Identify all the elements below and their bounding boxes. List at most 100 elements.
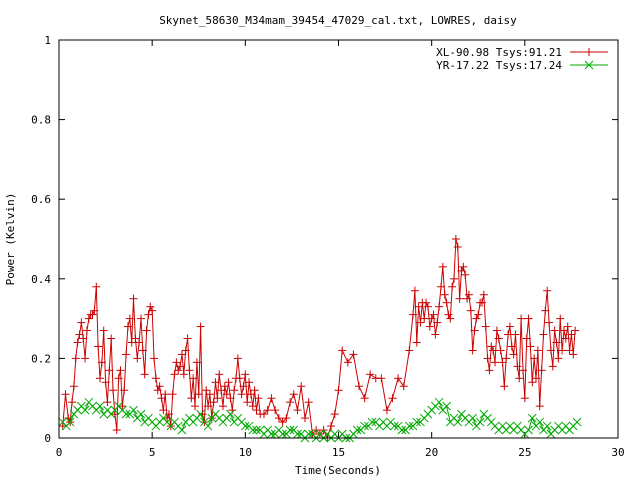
series-1-point bbox=[399, 382, 408, 391]
series-1-point bbox=[455, 294, 464, 303]
series-1-point bbox=[481, 322, 490, 331]
series-1-point bbox=[194, 390, 203, 399]
series-1-point bbox=[116, 366, 125, 375]
y-tick-label: 0.8 bbox=[31, 114, 51, 127]
series-1-point bbox=[176, 362, 185, 371]
series-2-point bbox=[397, 425, 407, 435]
series-1-point bbox=[450, 274, 459, 283]
series-1-point bbox=[185, 366, 194, 375]
series-1-point bbox=[157, 394, 166, 403]
series-1-point bbox=[366, 370, 375, 379]
series-2-point bbox=[524, 425, 533, 435]
series-1-point bbox=[470, 326, 479, 335]
series-2-point bbox=[177, 425, 187, 435]
series-1-point bbox=[487, 342, 496, 351]
series-2-point-d2 bbox=[65, 417, 75, 427]
series-1-point bbox=[58, 422, 67, 431]
series-1-point bbox=[360, 394, 369, 403]
series-2-point bbox=[352, 425, 362, 435]
ticks-layer: 0 5 10 15 20 25 30 0 0.2 0.4 0.6 0.8 1 bbox=[31, 34, 625, 459]
series-2-point-d2 bbox=[367, 417, 377, 427]
series-1-point bbox=[222, 390, 231, 399]
series-1-point bbox=[192, 358, 201, 367]
series-1-point bbox=[101, 378, 110, 387]
series-1-point bbox=[451, 235, 460, 243]
series-1-point bbox=[248, 402, 257, 411]
series-1-point bbox=[213, 394, 222, 403]
series-1-point bbox=[114, 374, 123, 383]
series-2-point bbox=[136, 409, 146, 419]
series-1-point bbox=[153, 386, 162, 395]
series-2-point bbox=[412, 417, 422, 427]
series-1-point bbox=[181, 346, 190, 355]
series-1-point bbox=[571, 326, 580, 335]
series-1-point bbox=[90, 306, 99, 315]
series-1-point bbox=[75, 330, 84, 339]
series-1-point bbox=[500, 382, 509, 391]
y-tick-label: 0.2 bbox=[31, 352, 51, 365]
series-1-point bbox=[409, 310, 418, 319]
series-1-point bbox=[543, 286, 552, 295]
series-1-point bbox=[118, 402, 127, 411]
series-2-point bbox=[121, 409, 131, 419]
series-2-point-d2 bbox=[196, 409, 205, 419]
series-1-point bbox=[535, 402, 544, 411]
series-1-point bbox=[530, 354, 539, 363]
series-1-point bbox=[453, 242, 462, 251]
series-1-point bbox=[474, 310, 483, 319]
x-tick-label: 0 bbox=[56, 446, 63, 459]
series-1-point bbox=[561, 334, 570, 343]
series-2-point-d2 bbox=[524, 425, 533, 435]
series-1-point bbox=[125, 314, 134, 323]
series-1-point bbox=[230, 386, 239, 395]
series-1-point bbox=[435, 302, 444, 311]
series-1-point bbox=[94, 342, 103, 351]
series-1-point bbox=[129, 294, 138, 303]
series-1-point bbox=[442, 298, 451, 307]
series-1-point bbox=[338, 346, 347, 355]
series-1-point bbox=[107, 334, 116, 343]
series-1-point bbox=[177, 350, 186, 359]
series-1-point bbox=[196, 322, 205, 331]
series-1-point bbox=[88, 310, 97, 319]
series-2-point bbox=[367, 417, 377, 427]
series-2-point-d2 bbox=[352, 425, 362, 435]
x-tick-label: 15 bbox=[332, 446, 345, 459]
series-1-point bbox=[289, 390, 298, 399]
series-2-point-d2 bbox=[248, 425, 258, 435]
series-1-point bbox=[416, 318, 425, 327]
series-2-point-d2 bbox=[572, 417, 582, 427]
series-1-point bbox=[250, 386, 259, 395]
series-1-point bbox=[205, 390, 214, 399]
series-2-point-d2 bbox=[535, 417, 545, 427]
series-1-point bbox=[241, 370, 250, 379]
series-2-point-d2 bbox=[468, 413, 478, 423]
legend-label: XL-90.98 Tsys:91.21 bbox=[436, 46, 562, 59]
series-1-point bbox=[138, 346, 147, 355]
series-1-point bbox=[550, 326, 559, 335]
series-1-point bbox=[537, 366, 546, 375]
series-2-point bbox=[80, 405, 90, 415]
x-tick-label: 5 bbox=[149, 446, 156, 459]
series-1-point bbox=[189, 374, 198, 383]
series-2-point bbox=[278, 429, 287, 439]
series-2-point-d2 bbox=[136, 409, 146, 419]
series-1-point bbox=[267, 394, 276, 403]
series-1-point bbox=[569, 350, 578, 359]
series-1-point bbox=[245, 378, 254, 387]
series-1-point bbox=[286, 398, 295, 407]
series-2 bbox=[58, 397, 582, 443]
series-1-point bbox=[237, 390, 246, 399]
series-1-point bbox=[425, 322, 434, 331]
series-1-point bbox=[532, 374, 541, 383]
series-1-point bbox=[155, 382, 164, 391]
series-1-point bbox=[71, 354, 80, 363]
series-1-point bbox=[420, 314, 429, 323]
series-1-point bbox=[164, 410, 173, 419]
series-1-point bbox=[146, 302, 155, 311]
x-tick-label: 30 bbox=[611, 446, 624, 459]
series-1-point bbox=[541, 306, 550, 315]
series-1-point bbox=[422, 298, 431, 307]
series-1-point bbox=[202, 386, 211, 395]
